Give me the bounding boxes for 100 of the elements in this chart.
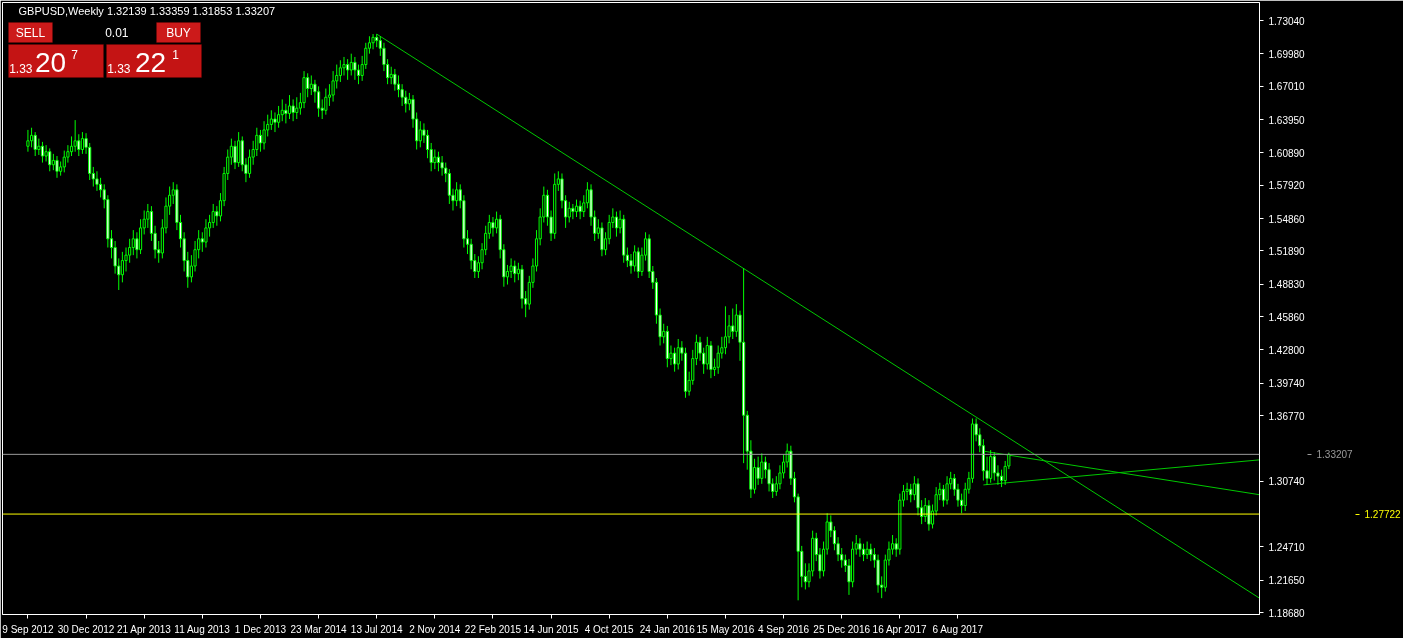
- x-tick-label: 6 Aug 2017: [932, 623, 984, 635]
- y-tick-label: 1.57920: [1268, 180, 1306, 192]
- candlestick: [709, 340, 713, 379]
- y-tick-label: 1.48830: [1268, 279, 1306, 291]
- candlestick: [138, 218, 143, 255]
- annotation: 1.33: [107, 62, 131, 76]
- annotation: 0.01: [105, 26, 129, 40]
- candlestick: [200, 231, 204, 253]
- candlestick: [277, 105, 281, 129]
- y-tick-label: 1.30740: [1268, 476, 1306, 488]
- y-tick-label: 1.60890: [1268, 147, 1306, 159]
- candlestick: [676, 338, 680, 370]
- candlestick: [989, 449, 993, 484]
- ref-line-label: 1.33207: [1316, 449, 1354, 461]
- y-tick-label: 1.42800: [1268, 344, 1306, 356]
- chart-title: GBPUSD,Weekly 1.32139 1.33359 1.31853 1.33207: [18, 4, 276, 17]
- annotation: 20: [34, 47, 67, 78]
- x-tick-label: 15 May 2016: [696, 623, 755, 635]
- x-tick-label: 4 Oct 2015: [584, 623, 635, 635]
- candlestick: [723, 305, 728, 355]
- candlestick: [927, 499, 931, 532]
- candlestick: [295, 96, 299, 120]
- candlestick: [291, 98, 295, 122]
- candlestick: [338, 59, 342, 83]
- candlestick: [269, 109, 273, 131]
- y-tick-label: 1.21650: [1268, 575, 1306, 587]
- x-tick-label: 11 Aug 2013: [174, 623, 231, 635]
- ref-line-label: 1.27722: [1364, 509, 1402, 521]
- candlestick: [120, 251, 124, 283]
- candlestick: [433, 149, 437, 170]
- candlestick: [237, 131, 241, 168]
- candlestick: [614, 211, 619, 238]
- candlestick: [73, 119, 77, 153]
- candlestick: [40, 141, 45, 164]
- candlestick: [636, 247, 640, 279]
- candlestick: [135, 231, 139, 259]
- candlestick: [33, 131, 37, 157]
- candlestick: [633, 244, 637, 272]
- candlestick: [80, 131, 85, 155]
- candlestick: [287, 94, 292, 120]
- candlestick: [455, 181, 459, 207]
- x-tick-label: 21 Apr 2013: [116, 623, 172, 635]
- annotation: SELL: [15, 25, 46, 40]
- x-tick-label: 1 Dec 2013: [234, 623, 287, 635]
- candlestick: [349, 53, 353, 76]
- candlestick: [324, 88, 328, 116]
- candlestick: [731, 308, 735, 340]
- candlestick: [284, 103, 288, 124]
- annotation: 1: [172, 48, 180, 62]
- y-tick-label: 1.18680: [1268, 607, 1306, 619]
- candlestick: [571, 203, 575, 220]
- candlestick: [945, 475, 949, 506]
- candlestick: [247, 149, 252, 179]
- annotation: 22: [134, 47, 167, 78]
- y-tick-label: 1.73040: [1268, 15, 1306, 27]
- candlestick: [436, 151, 441, 172]
- y-tick-label: 1.54860: [1268, 213, 1306, 225]
- candlestick: [760, 452, 764, 485]
- y-tick-label: 1.51890: [1268, 245, 1306, 257]
- x-tick-label: 22 Feb 2015: [464, 623, 522, 635]
- annotation: 7: [71, 48, 79, 62]
- x-tick-label: 14 Jun 2015: [523, 623, 580, 635]
- candlestick: [44, 144, 48, 162]
- candlestick: [29, 127, 34, 148]
- y-tick-label: 1.39740: [1268, 378, 1306, 390]
- y-tick-label: 1.36770: [1268, 410, 1306, 422]
- candlestick: [204, 218, 208, 249]
- x-tick-label: 23 Mar 2014: [290, 623, 348, 635]
- candlestick: [26, 129, 30, 153]
- candlestick: [55, 155, 59, 179]
- candlestick: [992, 451, 996, 482]
- candlestick: [673, 347, 677, 373]
- candlestick: [858, 537, 862, 558]
- candlestick: [233, 140, 237, 170]
- candlestick: [273, 111, 277, 133]
- x-tick-label: 25 Dec 2016: [813, 623, 871, 635]
- candlestick: [346, 58, 350, 81]
- candlestick: [418, 120, 422, 148]
- candlestick: [353, 56, 357, 81]
- y-tick-label: 1.63950: [1268, 114, 1306, 126]
- candlestick: [567, 201, 571, 223]
- candlestick: [909, 483, 913, 503]
- x-tick-label: 24 Jan 2016: [639, 623, 696, 635]
- y-tick-label: 1.24710: [1268, 541, 1306, 553]
- candlestick: [491, 216, 495, 238]
- candlestick: [131, 229, 135, 256]
- y-tick-label: 1.67010: [1268, 81, 1306, 93]
- y-tick-label: 1.69980: [1268, 48, 1306, 60]
- candlestick: [309, 74, 313, 96]
- candlestick: [371, 33, 375, 50]
- candlestick: [258, 129, 263, 153]
- x-tick-label: 30 Dec 2012: [57, 623, 115, 635]
- x-tick-label: 16 Apr 2017: [872, 623, 927, 635]
- x-tick-label: 4 Sep 2016: [758, 623, 810, 635]
- annotation: 1.33: [9, 62, 33, 76]
- x-tick-label: 2 Nov 2014: [409, 623, 461, 635]
- candlestick: [756, 456, 760, 486]
- y-tick-label: 1.45860: [1268, 311, 1306, 323]
- candlestick: [600, 221, 604, 257]
- annotation: BUY: [166, 25, 191, 40]
